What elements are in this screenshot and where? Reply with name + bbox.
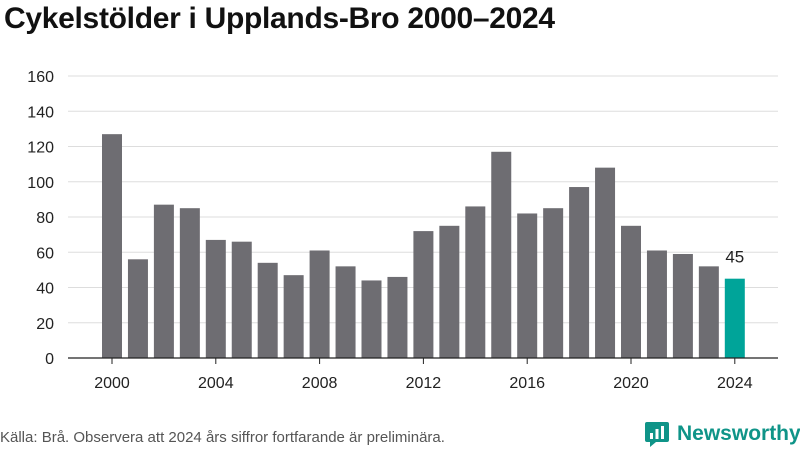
bar bbox=[672, 254, 693, 358]
bar bbox=[646, 250, 667, 358]
x-tick-label: 2012 bbox=[406, 375, 442, 392]
bar bbox=[439, 225, 460, 358]
y-tick-label: 160 bbox=[27, 69, 54, 86]
bar bbox=[621, 225, 641, 358]
bar bbox=[698, 266, 719, 358]
x-tick-label: 2000 bbox=[94, 375, 130, 392]
bar bbox=[257, 262, 278, 358]
y-tick-label: 100 bbox=[27, 175, 54, 192]
bar bbox=[465, 206, 486, 358]
x-tick-label: 2020 bbox=[613, 375, 649, 392]
bar bbox=[309, 250, 330, 358]
brand-name: Newsworthy bbox=[677, 422, 800, 445]
bar bbox=[153, 204, 174, 358]
bars bbox=[102, 134, 745, 358]
bar bbox=[205, 239, 226, 358]
bar bbox=[335, 266, 356, 358]
bar bbox=[361, 280, 382, 358]
data-label-highlight: 45 bbox=[725, 248, 744, 267]
y-tick-label: 120 bbox=[27, 140, 54, 157]
x-tick-label: 2008 bbox=[302, 375, 338, 392]
y-tick-label: 80 bbox=[36, 210, 54, 227]
bar bbox=[569, 187, 590, 358]
chart-title: Cykelstölder i Upplands-Bro 2000–2024 bbox=[4, 2, 555, 35]
bar bbox=[595, 167, 616, 358]
brand-logo[interactable]: Newsworthy bbox=[644, 420, 800, 448]
bar bbox=[413, 231, 434, 358]
bar bbox=[543, 208, 564, 358]
y-tick-label: 0 bbox=[45, 351, 54, 368]
y-tick-label: 20 bbox=[36, 316, 54, 333]
bar bbox=[179, 208, 200, 358]
x-tick-label: 2024 bbox=[717, 375, 753, 392]
x-tick-label: 2016 bbox=[509, 375, 545, 392]
bar bbox=[517, 213, 538, 358]
y-tick-label: 40 bbox=[36, 281, 54, 298]
x-axis-tick-labels: 2000 2004 2008 2012 2016 2020 2024 bbox=[94, 358, 753, 392]
highlight-bar bbox=[724, 278, 745, 358]
data-labels: 45 bbox=[725, 248, 744, 267]
bar bbox=[231, 241, 252, 358]
x-tick-label: 2004 bbox=[198, 375, 234, 392]
bar bbox=[491, 151, 512, 358]
y-tick-label: 140 bbox=[27, 104, 54, 121]
bar-chart-logo-icon bbox=[645, 422, 669, 447]
source-note: Källa: Brå. Observera att 2024 års siffr… bbox=[0, 429, 445, 446]
bar bbox=[387, 276, 408, 358]
bar bbox=[102, 134, 122, 358]
y-axis-tick-labels: 0 20 40 60 80 100 120 140 160 bbox=[27, 69, 54, 368]
y-tick-label: 60 bbox=[36, 245, 54, 262]
bar bbox=[283, 275, 304, 358]
bar bbox=[127, 259, 148, 358]
